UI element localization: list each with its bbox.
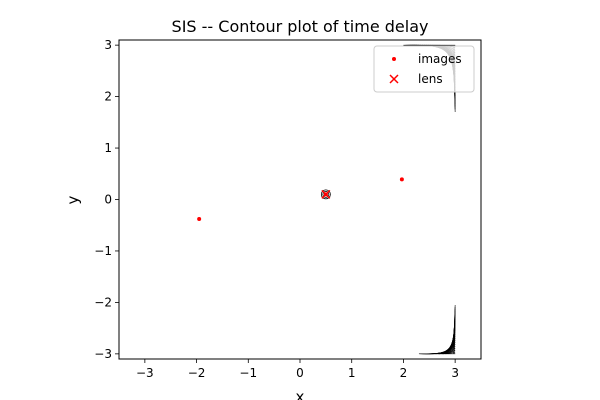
y-tick-label: −1 — [94, 244, 112, 258]
contour-line — [322, 190, 330, 198]
y-tick-label: 0 — [104, 193, 112, 207]
y-axis: −3 −2 −1 0 1 2 3 — [94, 38, 119, 361]
legend-lens-marker — [389, 74, 399, 84]
legend: images lens — [373, 45, 475, 93]
legend-box — [373, 45, 475, 93]
y-tick-label: −3 — [94, 347, 112, 361]
y-tick-label: 2 — [104, 90, 112, 104]
y-tick-label: 1 — [104, 141, 112, 155]
x-tick-label: 3 — [451, 366, 459, 380]
x-tick-label: 2 — [400, 366, 408, 380]
legend-label-lens: lens — [418, 72, 443, 86]
contour-line — [453, 304, 456, 355]
data-points — [197, 177, 404, 222]
legend-label-images: images — [418, 52, 462, 66]
contour-region-bottom-right — [418, 304, 456, 355]
contour-line — [320, 189, 331, 200]
x-tick-label: −2 — [188, 366, 206, 380]
lens-marker — [321, 189, 331, 199]
x-tick-label: 1 — [348, 366, 356, 380]
x-axis-label: x — [296, 388, 305, 400]
x-tick-label: −1 — [239, 366, 257, 380]
y-tick-label: −2 — [94, 295, 112, 309]
x-tick-label: 0 — [296, 366, 304, 380]
legend-images-marker — [392, 57, 396, 61]
images-point — [399, 177, 404, 182]
y-axis-label: y — [64, 195, 82, 204]
x-tick-label: −3 — [136, 366, 154, 380]
chart-title: SIS -- Contour plot of time delay — [172, 17, 429, 36]
x-axis: −3 −2 −1 0 1 2 3 — [136, 359, 459, 380]
images-point — [197, 217, 202, 222]
y-tick-label: 3 — [104, 38, 112, 52]
